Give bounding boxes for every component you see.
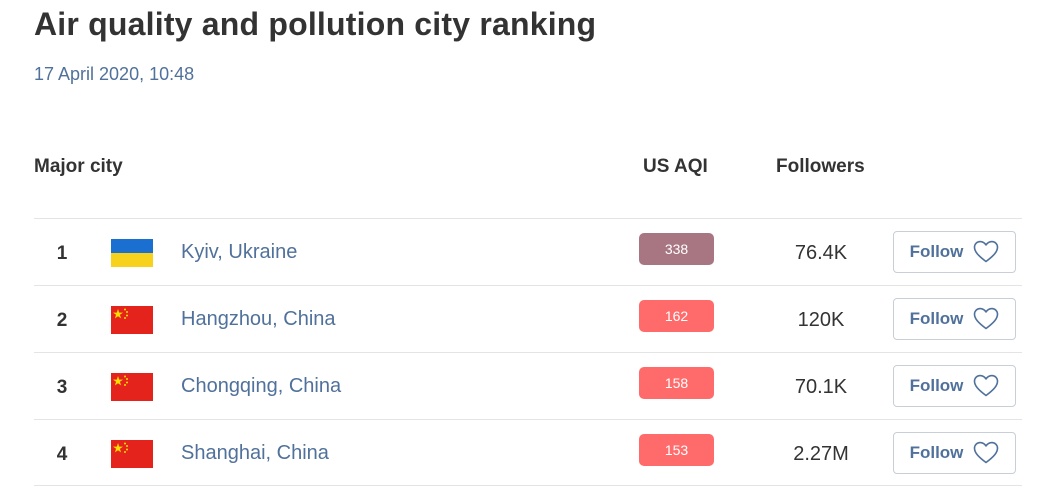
heart-icon — [974, 441, 999, 464]
ranking-table: 1 Kyiv, Ukraine 338 76.4K Follow 2 Hangz… — [34, 218, 1022, 486]
rank-number: 3 — [56, 377, 68, 398]
aqi-badge: 338 — [639, 233, 714, 265]
table-row: 3 Chongqing, China 158 70.1K Follow — [34, 352, 1022, 419]
city-link[interactable]: Chongqing, China — [181, 375, 342, 397]
china-flag-icon — [111, 306, 153, 334]
followers-count: 2.27M — [793, 443, 849, 465]
follow-button[interactable]: Follow — [893, 298, 1016, 340]
rank-number: 2 — [56, 310, 68, 331]
city-link[interactable]: Kyiv, Ukraine — [181, 241, 298, 263]
aqi-badge: 158 — [639, 367, 714, 399]
china-flag-icon — [111, 373, 153, 401]
followers-count: 70.1K — [794, 376, 848, 398]
page-title: Air quality and pollution city ranking — [34, 6, 597, 42]
ukraine-flag-icon — [111, 239, 153, 267]
table-row: 1 Kyiv, Ukraine 338 76.4K Follow — [34, 218, 1022, 285]
table-row: 4 Shanghai, China 153 2.27M Follow — [34, 419, 1022, 486]
follow-button[interactable]: Follow — [893, 432, 1016, 474]
column-header-city: Major city — [34, 156, 123, 177]
china-flag-icon — [111, 440, 153, 468]
city-link[interactable]: Hangzhou, China — [181, 308, 336, 330]
follow-label: Follow — [909, 443, 964, 462]
column-header-aqi[interactable]: US AQI — [643, 156, 708, 177]
timestamp: 17 April 2020, 10:48 — [34, 64, 195, 84]
follow-label: Follow — [909, 309, 964, 328]
follow-button[interactable]: Follow — [893, 365, 1016, 407]
table-row: 2 Hangzhou, China 162 120K Follow — [34, 285, 1022, 352]
aqi-badge: 153 — [639, 434, 714, 466]
heart-icon — [974, 240, 999, 263]
rank-number: 4 — [56, 444, 68, 465]
column-header-followers[interactable]: Followers — [776, 156, 865, 177]
follow-label: Follow — [909, 242, 964, 261]
aqi-badge: 162 — [639, 300, 714, 332]
follow-button[interactable]: Follow — [893, 231, 1016, 273]
table-header: Major city US AQI Followers — [34, 156, 1022, 186]
heart-icon — [974, 307, 999, 330]
heart-icon — [974, 374, 999, 397]
city-link[interactable]: Shanghai, China — [181, 442, 329, 464]
follow-label: Follow — [909, 376, 964, 395]
followers-count: 120K — [797, 309, 845, 331]
followers-count: 76.4K — [794, 242, 848, 264]
rank-number: 1 — [56, 243, 68, 264]
